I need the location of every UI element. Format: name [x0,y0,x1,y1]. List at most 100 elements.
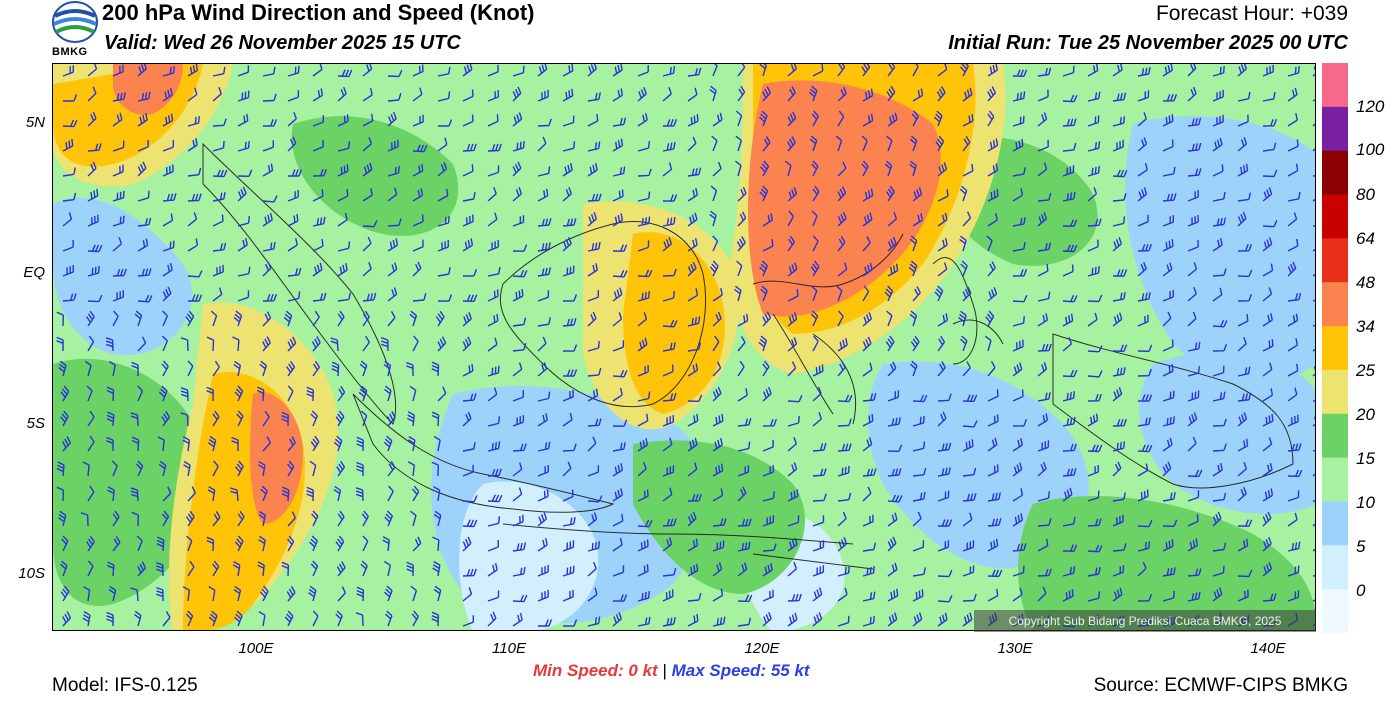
wind-barb [283,310,293,327]
wind-barb [137,238,149,252]
colorbar-label-20: 20 [1356,405,1375,424]
wind-barb [687,288,699,302]
wind-barb [331,361,340,377]
wind-barb [112,164,124,177]
wind-barb [1112,543,1127,552]
wind-barb [1137,463,1149,477]
wind-barb [262,311,272,327]
wind-barb [1312,324,1315,327]
wind-barb [337,310,345,327]
wind-barb [112,536,121,552]
wind-barb [1187,117,1202,127]
wind-barb [538,619,553,627]
wind-barb [887,212,898,227]
colorbar-label-80: 80 [1356,185,1375,204]
wind-barb [1087,345,1103,353]
wind-barb [259,360,267,377]
wind-barb [1237,211,1247,227]
wind-barb [1262,511,1272,527]
wind-barb [1062,516,1076,527]
wind-barb [1062,244,1078,253]
wind-barb [1212,137,1223,152]
wind-barb [87,265,100,277]
wind-barb [207,486,216,502]
wind-barb [387,93,402,102]
wind-barb [162,310,169,327]
wind-barb [587,163,598,177]
wind-barb [587,263,598,277]
wind-barb [281,486,290,502]
wind-barb [812,468,827,477]
wind-barb [1212,391,1226,402]
wind-barb [912,612,923,627]
wind-barb [161,510,170,527]
wind-barb [537,564,549,577]
wind-barb [387,165,400,177]
wind-barb [431,361,440,377]
wind-barb [1062,294,1078,303]
wind-barb [712,288,723,302]
wind-barb [1137,137,1148,152]
wind-barb [1112,292,1126,302]
wind-barb [712,64,718,77]
wind-barb [1012,217,1026,227]
wind-barb [1162,492,1176,502]
wind-barb [362,310,370,327]
wind-barb [1062,165,1075,177]
wind-barb [1037,491,1050,502]
wind-barb [106,561,115,577]
wind-barb [106,411,115,427]
wind-barb [487,494,503,503]
wind-barb [61,535,69,552]
wind-barb [1287,139,1299,152]
wind-barb [1212,542,1227,552]
wind-barb [836,285,843,302]
wind-barb [812,443,827,452]
wind-barb [337,212,348,227]
colorbar-swatch [1322,369,1348,415]
wind-barb [233,310,243,327]
wind-barb [887,468,902,477]
wind-barb [662,319,678,328]
colorbar-label-100: 100 [1356,140,1385,159]
wind-barb [1112,587,1123,602]
wind-barb [762,491,775,502]
wind-barb [837,418,852,427]
wind-barb [762,439,774,452]
wind-barb [187,270,203,278]
wind-barb [762,611,772,627]
wind-barb [1062,391,1075,402]
wind-barb [537,512,548,527]
wind-barb [862,542,877,552]
max-speed-value: 55 kt [770,661,810,680]
wind-barb [233,360,242,377]
wind-barb [937,411,947,427]
wind-barb [512,542,527,552]
wind-barb [111,460,118,477]
wind-barb [737,594,753,603]
wind-barb [87,161,97,177]
wind-barb [1037,89,1049,102]
wind-barb [1012,565,1025,577]
wind-barb [437,188,449,202]
wind-barb [212,169,228,178]
wind-barb [130,587,139,602]
wind-barb [412,214,424,227]
wind-barb [462,89,474,102]
wind-barb [462,114,474,127]
wind-barb [383,435,393,452]
wind-barb [1037,343,1052,352]
wind-barb [187,212,198,227]
colorbar-swatch [1322,282,1348,327]
wind-barb [587,587,598,602]
wind-barb [462,143,477,152]
wind-barb [612,88,624,102]
wind-barb [206,386,214,402]
wind-barb [537,589,549,602]
wind-barb [487,441,501,452]
wind-barb [808,85,818,102]
wind-barb [587,616,601,627]
wind-barb [462,615,474,627]
colorbar-swatch [1322,413,1348,459]
wind-barb [734,285,742,302]
